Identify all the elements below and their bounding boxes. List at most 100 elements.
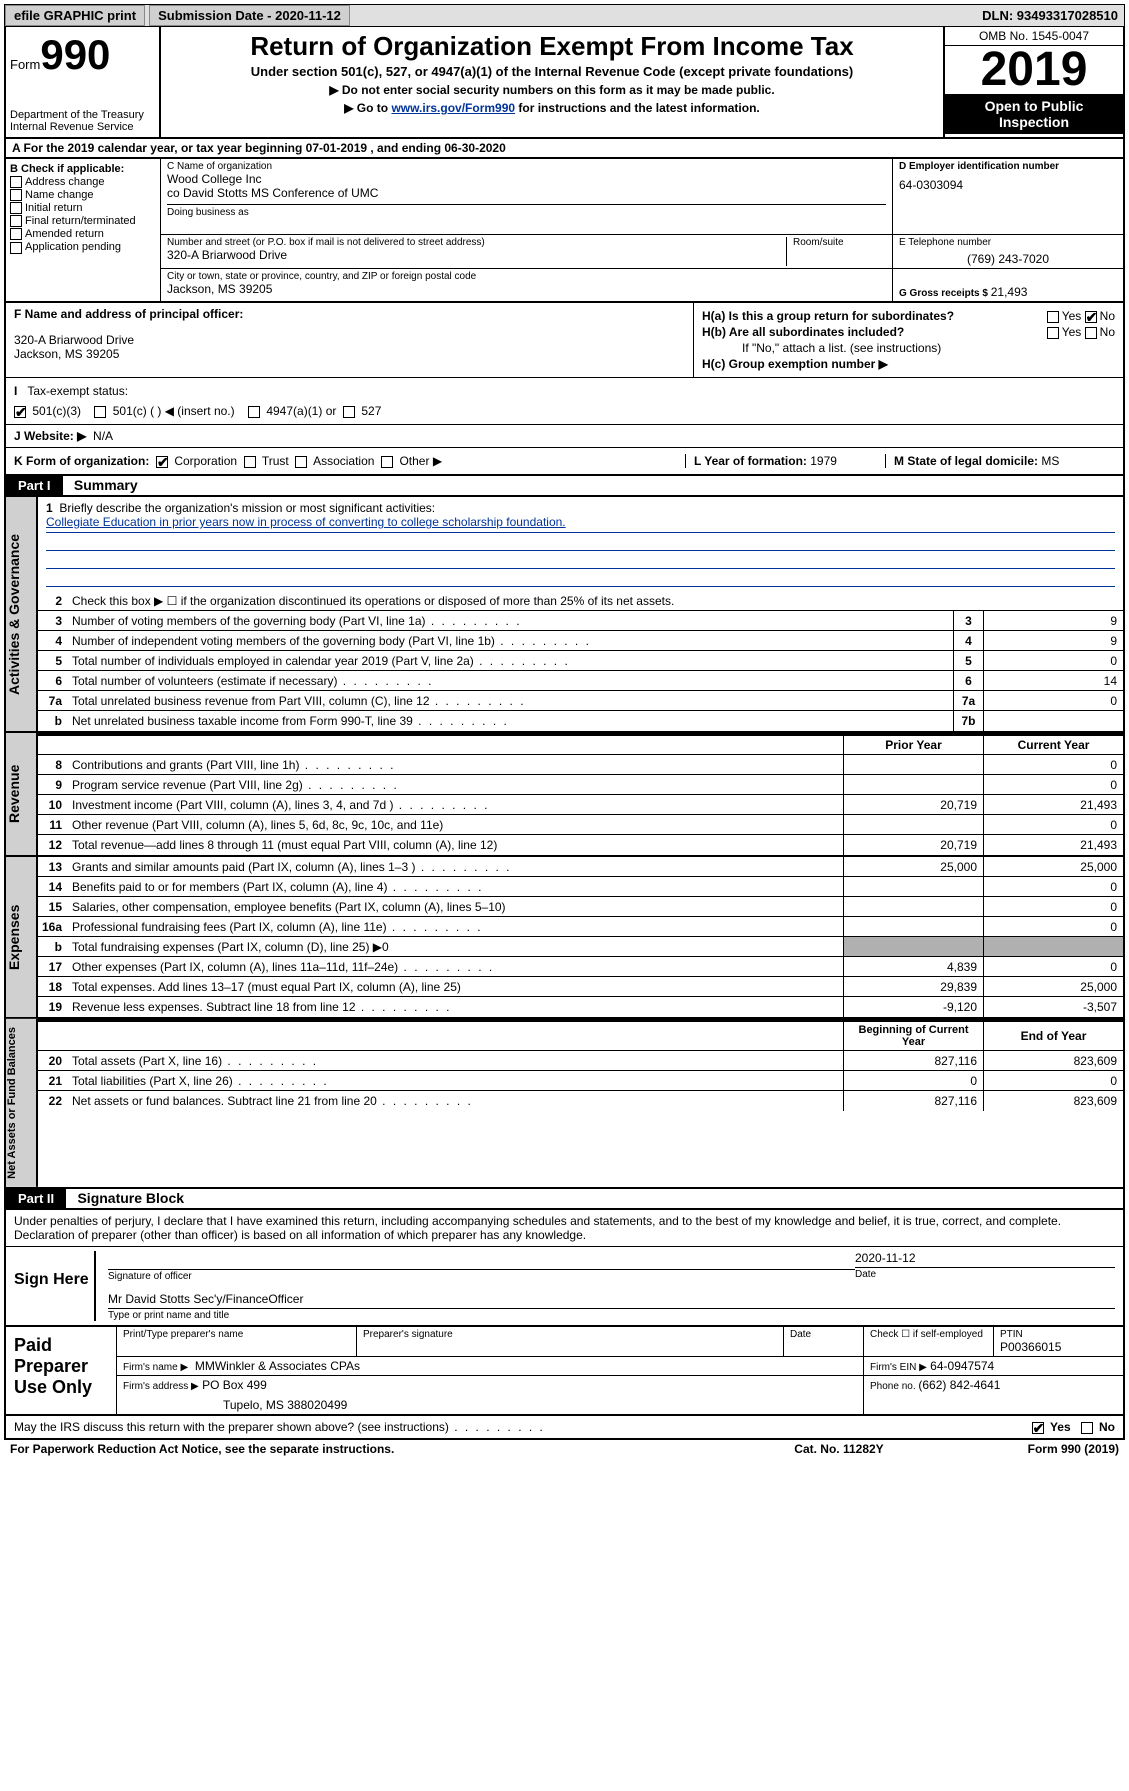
line-7a-val: 0 — [983, 691, 1123, 710]
chk-amended-return[interactable] — [10, 228, 22, 240]
column-b-checkboxes: B Check if applicable: Address change Na… — [6, 159, 161, 301]
h-b-note: If "No," attach a list. (see instruction… — [702, 341, 1115, 355]
dept-irs: Internal Revenue Service — [10, 121, 155, 133]
part-1-title: Summary — [74, 477, 138, 493]
ein-value: 64-0303094 — [899, 178, 1117, 192]
mission-label: Briefly describe the organization's miss… — [59, 501, 435, 515]
officer-name-label: Type or print name and title — [108, 1308, 1115, 1321]
paid-preparer-section: Paid Preparer Use Only Print/Type prepar… — [4, 1327, 1125, 1416]
street-value: 320-A Briarwood Drive — [167, 248, 786, 262]
firm-phone-value: (662) 842-4641 — [918, 1378, 1000, 1392]
chk-final-return[interactable] — [10, 215, 22, 227]
form-header: Form990 Department of the Treasury Inter… — [4, 27, 1125, 139]
line-2-desc: Check this box ▶ ☐ if the organization d… — [68, 592, 1123, 610]
chk-address-change[interactable] — [10, 176, 22, 188]
city-label: City or town, state or province, country… — [167, 271, 886, 282]
ein-label: D Employer identification number — [899, 161, 1117, 172]
form-org-label: K Form of organization: — [14, 454, 149, 468]
paid-preparer-label: Paid Preparer Use Only — [6, 1327, 116, 1414]
tax-year: 2019 — [945, 46, 1123, 94]
chk-other[interactable] — [381, 456, 393, 468]
gross-value: 21,493 — [991, 285, 1028, 299]
governance-tab: Activities & Governance — [6, 497, 38, 731]
submission-date-button[interactable]: Submission Date - 2020-11-12 — [149, 5, 350, 26]
chk-association[interactable] — [295, 456, 307, 468]
line-9-desc: Program service revenue (Part VIII, line… — [68, 776, 843, 794]
line-3-val: 9 — [983, 611, 1123, 630]
chk-name-change[interactable] — [10, 189, 22, 201]
chk-initial-return[interactable] — [10, 202, 22, 214]
chk-hb-no[interactable] — [1085, 327, 1097, 339]
line-10-desc: Investment income (Part VIII, column (A)… — [68, 796, 843, 814]
efile-button[interactable]: efile GRAPHIC print — [5, 5, 145, 26]
line-21-desc: Total liabilities (Part X, line 26) — [68, 1072, 843, 1090]
line-17-desc: Other expenses (Part IX, column (A), lin… — [68, 958, 843, 976]
year-formation-label: L Year of formation: — [694, 454, 810, 468]
prep-name-label: Print/Type preparer's name — [123, 1329, 350, 1340]
chk-application-pending[interactable] — [10, 242, 22, 254]
subdate-label: Submission Date - — [158, 8, 275, 23]
form-footer: Form 990 (2019) — [939, 1442, 1119, 1456]
room-label: Room/suite — [793, 237, 886, 248]
phone-value: (769) 243-7020 — [899, 252, 1117, 266]
chk-discuss-no[interactable] — [1081, 1422, 1093, 1434]
beginning-year-header: Beginning of Current Year — [843, 1022, 983, 1050]
chk-discuss-yes[interactable] — [1032, 1422, 1044, 1434]
row-a-tax-year: A For the 2019 calendar year, or tax yea… — [4, 139, 1125, 159]
prep-sig-label: Preparer's signature — [363, 1329, 777, 1340]
org-name-label: C Name of organization — [167, 161, 886, 172]
irs-link[interactable]: www.irs.gov/Form990 — [391, 101, 515, 115]
firm-ein-value: 64-0947574 — [930, 1359, 994, 1373]
signature-officer-label: Signature of officer — [108, 1269, 855, 1282]
line-4-desc: Number of independent voting members of … — [68, 632, 953, 650]
dln-label: DLN: 93493317028510 — [976, 8, 1124, 23]
form-subtitle-3: ▶ Go to www.irs.gov/Form990 for instruct… — [165, 101, 939, 115]
sign-date-value: 2020-11-12 — [855, 1251, 1115, 1265]
pra-notice: For Paperwork Reduction Act Notice, see … — [10, 1442, 739, 1456]
expenses-table: Expenses 13Grants and similar amounts pa… — [4, 857, 1125, 1019]
top-bar: efile GRAPHIC print Submission Date - 20… — [4, 4, 1125, 27]
chk-ha-no[interactable] — [1085, 311, 1097, 323]
dept-treasury: Department of the Treasury — [10, 109, 155, 121]
officer-name-value: Mr David Stotts Sec'y/FinanceOfficer — [108, 1292, 1115, 1306]
website-label: J Website: ▶ — [14, 429, 86, 443]
netassets-tab: Net Assets or Fund Balances — [6, 1019, 38, 1187]
governance-table: Activities & Governance 1 Briefly descri… — [4, 497, 1125, 733]
discuss-row: May the IRS discuss this return with the… — [4, 1416, 1125, 1440]
line-11-desc: Other revenue (Part VIII, column (A), li… — [68, 816, 843, 834]
h-a-line: H(a) Is this a group return for subordin… — [702, 309, 1115, 323]
chk-4947[interactable] — [248, 406, 260, 418]
state-domicile-value: MS — [1041, 454, 1059, 468]
line-19-desc: Revenue less expenses. Subtract line 18 … — [68, 998, 843, 1016]
chk-527[interactable] — [343, 406, 355, 418]
line-20-desc: Total assets (Part X, line 16) — [68, 1052, 843, 1070]
chk-trust[interactable] — [244, 456, 256, 468]
officer-label: F Name and address of principal officer: — [14, 307, 685, 321]
org-name-2: co David Stotts MS Conference of UMC — [167, 186, 886, 200]
chk-corporation[interactable] — [156, 456, 168, 468]
chk-ha-yes[interactable] — [1047, 311, 1059, 323]
expenses-tab: Expenses — [6, 857, 38, 1017]
line-7b-desc: Net unrelated business taxable income fr… — [68, 712, 953, 730]
line-7b-val — [983, 711, 1123, 731]
firm-addr-label: Firm's address ▶ — [123, 1381, 199, 1392]
section-fhijk: F Name and address of principal officer:… — [4, 303, 1125, 476]
prior-year-header: Prior Year — [843, 736, 983, 754]
revenue-table: Revenue Prior YearCurrent Year 8Contribu… — [4, 733, 1125, 857]
line-18-desc: Total expenses. Add lines 13–17 (must eq… — [68, 978, 843, 996]
officer-addr2: Jackson, MS 39205 — [14, 347, 685, 361]
sign-date-label: Date — [855, 1267, 1115, 1280]
subdate-value: 2020-11-12 — [275, 8, 341, 23]
line-16b-desc: Total fundraising expenses (Part IX, col… — [68, 938, 843, 956]
year-formation-value: 1979 — [810, 454, 837, 468]
col-b-label: B Check if applicable: — [10, 163, 156, 175]
chk-501c[interactable] — [94, 406, 106, 418]
chk-hb-yes[interactable] — [1047, 327, 1059, 339]
line-5-desc: Total number of individuals employed in … — [68, 652, 953, 670]
line-13-desc: Grants and similar amounts paid (Part IX… — [68, 858, 843, 876]
chk-501c3[interactable] — [14, 406, 26, 418]
phone-label: E Telephone number — [899, 237, 1117, 248]
line-4-val: 9 — [983, 631, 1123, 650]
line-6-desc: Total number of volunteers (estimate if … — [68, 672, 953, 690]
netassets-table: Net Assets or Fund Balances Beginning of… — [4, 1019, 1125, 1189]
